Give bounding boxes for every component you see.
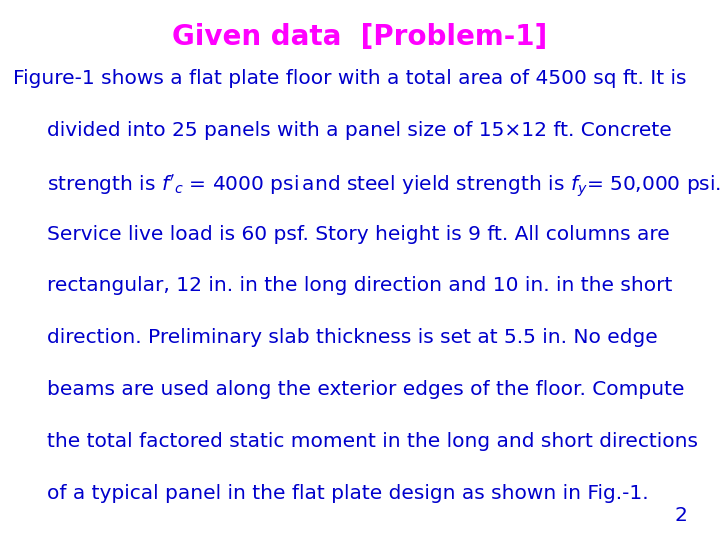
Text: divided into 25 panels with a panel size of 15×12 ft. Concrete: divided into 25 panels with a panel size… <box>47 121 672 140</box>
Text: 2: 2 <box>675 506 688 525</box>
Text: rectangular, 12 in. in the long direction and 10 in. in the short: rectangular, 12 in. in the long directio… <box>47 276 672 295</box>
Text: strength is $f'_c$ = 4000 psi$\,$and steel yield strength is $f_y$= 50,000 psi.: strength is $f'_c$ = 4000 psi$\,$and ste… <box>47 173 720 199</box>
Text: Service live load is 60 psf. Story height is 9 ft. All columns are: Service live load is 60 psf. Story heigh… <box>47 225 670 244</box>
Text: Figure-1 shows a flat plate floor with a total area of 4500 sq ft. It is: Figure-1 shows a flat plate floor with a… <box>13 69 686 88</box>
Text: of a typical panel in the flat plate design as shown in Fig.-1.: of a typical panel in the flat plate des… <box>47 484 649 503</box>
Text: the total factored static moment in the long and short directions: the total factored static moment in the … <box>47 432 698 451</box>
Text: Given data  [Problem-1]: Given data [Problem-1] <box>172 23 548 51</box>
Text: direction. Preliminary slab thickness is set at 5.5 in. No edge: direction. Preliminary slab thickness is… <box>47 328 657 347</box>
Text: beams are used along the exterior edges of the floor. Compute: beams are used along the exterior edges … <box>47 380 684 399</box>
